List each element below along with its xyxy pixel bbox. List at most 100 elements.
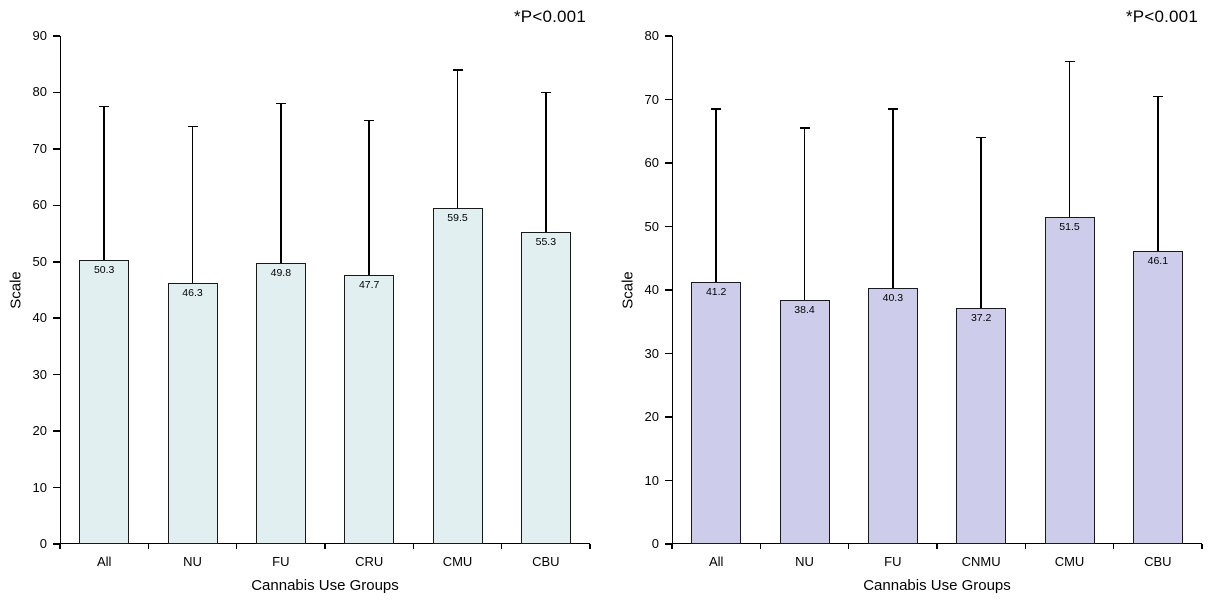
x-axis-title: Cannabis Use Groups: [863, 577, 1011, 594]
y-tick: [665, 225, 672, 228]
error-bar-cap: [711, 108, 722, 110]
x-tick-label: CRU: [355, 554, 384, 569]
error-bar-cap: [99, 105, 110, 108]
x-tick-label: FU: [272, 554, 290, 569]
error-bar: [191, 126, 194, 283]
y-tick: [53, 373, 60, 376]
x-axis-tick: [936, 544, 938, 549]
y-tick: [665, 98, 672, 101]
y-tick: [53, 430, 60, 432]
y-tick-label: 70: [644, 91, 659, 107]
error-bar-cap: [976, 136, 987, 139]
y-tick: [665, 352, 672, 355]
error-bar: [980, 137, 982, 308]
error-bar-cap: [275, 102, 286, 105]
error-bar: [1068, 61, 1071, 217]
x-tick-label: CMU: [442, 554, 473, 569]
bar: [691, 282, 742, 544]
error-bar: [892, 109, 894, 289]
error-bar: [368, 120, 370, 275]
x-axis-tick: [1112, 544, 1115, 549]
bar-value-label: 51.5: [1059, 220, 1080, 233]
y-tick-label: 30: [644, 345, 659, 361]
bar: [79, 260, 130, 544]
x-tick-label: CMU: [1054, 554, 1085, 569]
y-tick-label: 90: [32, 28, 47, 43]
bar-value-label: 50.3: [93, 264, 115, 277]
y-tick-label: 50: [32, 253, 47, 269]
bar: [1132, 251, 1183, 544]
x-tick-label: CBU: [532, 554, 560, 569]
y-tick-label: 80: [644, 28, 659, 43]
x-axis-tick: [759, 544, 762, 549]
plot-area: [60, 36, 590, 544]
x-axis-tick: [500, 544, 503, 549]
bar-value-label: 38.4: [794, 304, 815, 317]
y-tick-label: 40: [644, 282, 659, 297]
y-tick: [53, 486, 60, 489]
y-tick: [665, 416, 672, 418]
plot-area: [672, 36, 1202, 544]
bar-value-label: 40.3: [882, 292, 904, 305]
x-axis-tick: [59, 544, 61, 549]
y-tick: [665, 162, 672, 164]
error-bar-cap: [1064, 60, 1075, 63]
y-tick-label: 60: [644, 155, 659, 170]
error-bar-cap: [887, 108, 898, 110]
x-tick-label: All: [708, 554, 724, 569]
x-axis-tick: [412, 544, 415, 549]
y-tick-label: 20: [644, 409, 659, 424]
y-axis-title: Scale: [7, 271, 25, 309]
x-tick-label: CNMU: [961, 554, 1001, 569]
y-tick-label: 80: [32, 84, 47, 100]
bar-value-label: 46.1: [1147, 255, 1169, 268]
bar: [255, 262, 306, 544]
error-bar-cap: [1152, 95, 1163, 98]
y-tick: [53, 91, 60, 94]
x-axis-tick: [1024, 544, 1027, 549]
bar: [779, 300, 830, 544]
y-tick: [665, 479, 672, 482]
chart-right: *P<0.001 Scale 0 10 20 30 40 50 60 70 80 41.2 All 38.…: [612, 0, 1224, 610]
bar-value-label: 41.2: [705, 286, 727, 299]
error-bar: [456, 69, 459, 209]
bar-value-label: 47.7: [358, 278, 380, 291]
significance-annotation: *P<0.001: [1125, 7, 1198, 26]
bar-value-label: 55.3: [535, 235, 557, 248]
y-tick-label: 10: [644, 472, 659, 488]
error-bar-cap: [540, 91, 551, 94]
y-tick-label: 30: [32, 366, 47, 382]
bar-value-label: 46.3: [182, 286, 203, 299]
x-axis-tick: [671, 544, 673, 549]
x-axis-tick: [235, 544, 238, 549]
error-bar: [1157, 96, 1159, 252]
error-bar: [803, 128, 806, 301]
x-tick-label: NU: [795, 554, 814, 569]
bar: [432, 208, 483, 544]
y-tick: [53, 35, 60, 37]
x-axis-tick: [147, 544, 150, 549]
error-bar: [280, 103, 282, 263]
x-axis-tick: [847, 544, 850, 549]
bar-value-label: 59.5: [447, 212, 468, 225]
y-tick: [53, 148, 60, 150]
x-tick-label: All: [96, 554, 112, 569]
error-bar-cap: [187, 125, 198, 128]
y-tick-label: 0: [651, 536, 659, 551]
y-tick-label: 70: [32, 140, 47, 156]
x-tick-label: NU: [183, 554, 202, 569]
x-axis-title: Cannabis Use Groups: [251, 577, 399, 594]
x-tick-label: CBU: [1144, 554, 1172, 569]
y-tick-label: 40: [32, 310, 47, 326]
x-tick-label: FU: [884, 554, 902, 569]
error-bar-cap: [364, 119, 375, 122]
y-tick-label: 50: [644, 218, 659, 234]
bar: [344, 274, 395, 544]
error-bar: [545, 92, 547, 232]
bar-value-label: 49.8: [270, 266, 292, 279]
y-tick: [665, 35, 672, 37]
y-tick: [53, 261, 60, 263]
bar: [520, 231, 571, 544]
y-tick: [53, 204, 60, 207]
